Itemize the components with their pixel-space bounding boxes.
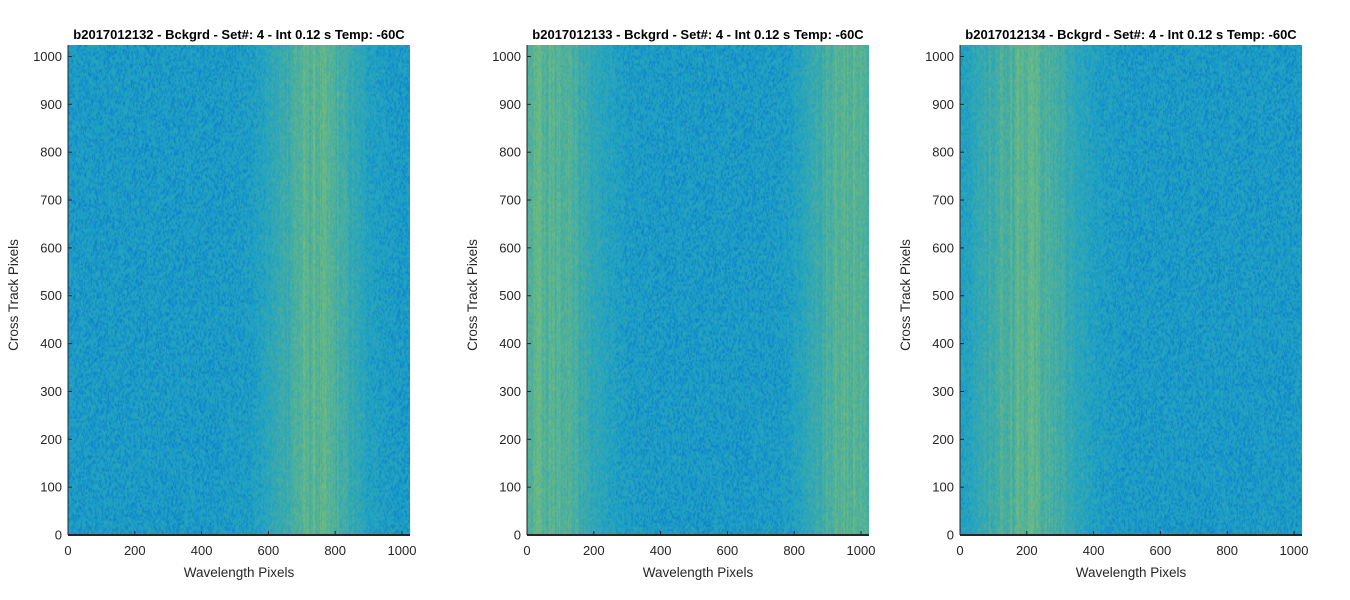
x-tick-label: 600 <box>717 543 739 558</box>
x-tick-label: 800 <box>783 543 805 558</box>
x-tick-label: 600 <box>258 543 280 558</box>
y-tick-label: 200 <box>40 432 62 447</box>
y-tick-label: 400 <box>499 336 521 351</box>
y-tick-label: 800 <box>499 145 521 160</box>
x-tick-label: 400 <box>650 543 672 558</box>
y-tick-label: 500 <box>932 288 954 303</box>
chart-panel-2: 0 200 400 600 800 1000 0 100 200 300 400 500 600 700 8… <box>465 27 875 580</box>
x-tick-label: 200 <box>1016 543 1038 558</box>
chart-panel-3: 0 200 400 600 800 1000 0 100 200 300 400 500 600 700 8… <box>898 27 1308 580</box>
x-axis-label: Wavelength Pixels <box>643 565 754 580</box>
chart-title: b2017012133 - Bckgrd - Set#: 4 - Int 0.1… <box>532 27 864 42</box>
y-tick-label: 900 <box>932 97 954 112</box>
x-axis-label: Wavelength Pixels <box>1076 565 1187 580</box>
y-tick-label: 500 <box>499 288 521 303</box>
y-tick-label: 100 <box>499 480 521 495</box>
y-tick-label: 600 <box>499 240 521 255</box>
y-tick-label: 200 <box>932 432 954 447</box>
heatmap-image <box>527 45 869 535</box>
y-tick-label: 900 <box>40 97 62 112</box>
y-tick-label: 700 <box>40 193 62 208</box>
y-tick-label: 700 <box>932 193 954 208</box>
x-tick-label: 0 <box>523 543 530 558</box>
x-tick-label: 1000 <box>847 543 876 558</box>
chart-title: b2017012132 - Bckgrd - Set#: 4 - Int 0.1… <box>73 27 405 42</box>
x-tick-label: 600 <box>1150 543 1172 558</box>
y-axis-label: Cross Track Pixels <box>465 239 480 351</box>
y-tick-label: 1000 <box>33 49 62 64</box>
y-tick-label: 500 <box>40 288 62 303</box>
y-tick-label: 200 <box>499 432 521 447</box>
y-tick-label: 600 <box>40 240 62 255</box>
y-tick-label: 400 <box>932 336 954 351</box>
y-tick-label: 100 <box>40 480 62 495</box>
y-tick-label: 1000 <box>492 49 521 64</box>
y-tick-label: 0 <box>947 528 954 543</box>
x-tick-label: 200 <box>124 543 146 558</box>
x-tick-label: 0 <box>956 543 963 558</box>
chart-panel-1: 0 200 400 600 800 1000 0 100 200 300 400 500 600 700 8… <box>6 27 416 580</box>
y-tick-label: 800 <box>40 145 62 160</box>
x-tick-label: 1000 <box>1280 543 1309 558</box>
y-tick-label: 600 <box>932 240 954 255</box>
y-tick-label: 300 <box>932 384 954 399</box>
y-axis-label: Cross Track Pixels <box>898 239 913 351</box>
y-tick-label: 100 <box>932 480 954 495</box>
y-tick-label: 300 <box>499 384 521 399</box>
heatmap-image <box>960 45 1302 535</box>
y-tick-label: 0 <box>55 528 62 543</box>
x-tick-label: 0 <box>64 543 71 558</box>
y-tick-label: 300 <box>40 384 62 399</box>
heatmap-image <box>68 45 410 535</box>
x-tick-label: 800 <box>1216 543 1238 558</box>
x-tick-label: 1000 <box>388 543 417 558</box>
x-tick-label: 400 <box>1083 543 1105 558</box>
y-axis-label: Cross Track Pixels <box>6 239 21 351</box>
x-tick-label: 400 <box>191 543 213 558</box>
y-tick-label: 400 <box>40 336 62 351</box>
chart-title: b2017012134 - Bckgrd - Set#: 4 - Int 0.1… <box>965 27 1297 42</box>
y-tick-label: 700 <box>499 193 521 208</box>
y-tick-label: 800 <box>932 145 954 160</box>
x-tick-label: 800 <box>324 543 346 558</box>
y-tick-label: 1000 <box>925 49 954 64</box>
x-tick-label: 200 <box>583 543 605 558</box>
y-tick-label: 900 <box>499 97 521 112</box>
x-axis-label: Wavelength Pixels <box>184 565 295 580</box>
y-tick-label: 0 <box>514 528 521 543</box>
